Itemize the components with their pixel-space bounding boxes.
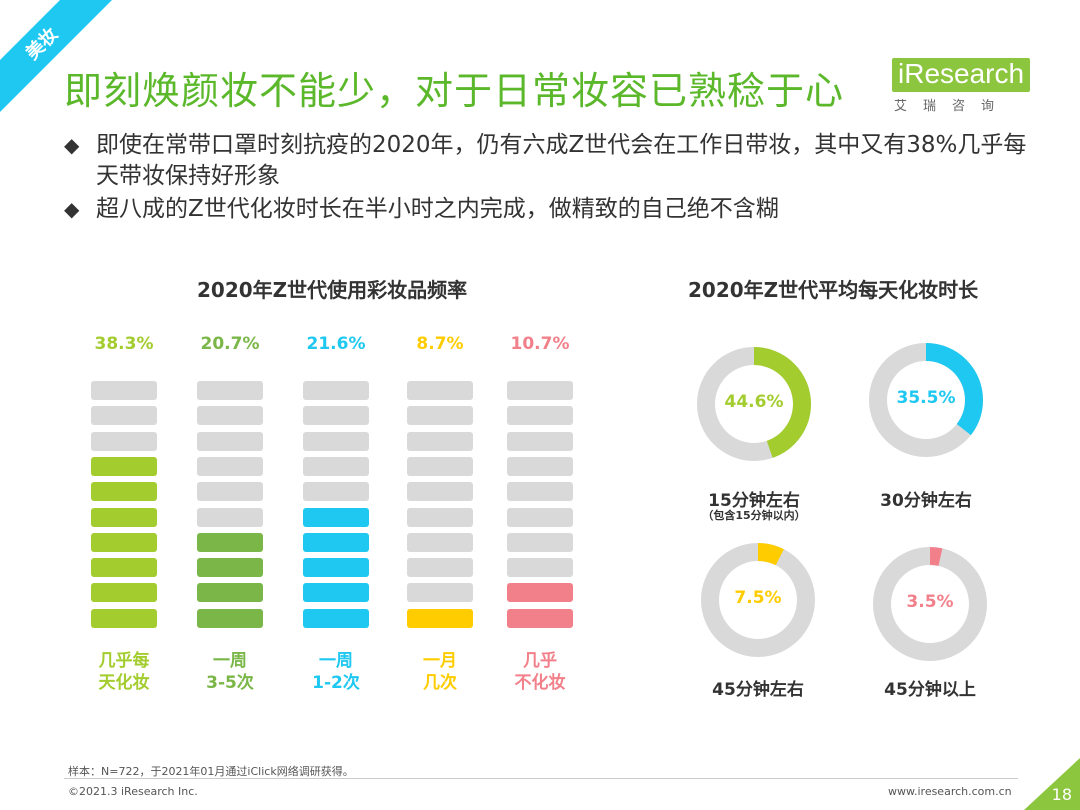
donut-chart [873, 547, 987, 661]
duration-chart-title: 2020年Z世代平均每天化妆时长 [688, 278, 979, 302]
bar-segment-filled [91, 532, 157, 552]
donut-chart [701, 543, 815, 657]
bar-segment-empty [197, 482, 263, 502]
donut-subnote: （包含15分钟以内） [702, 509, 806, 522]
bar-segment-empty [507, 406, 573, 426]
frequency-chart-title: 2020年Z世代使用彩妆品频率 [197, 278, 468, 302]
bar-segment-empty [91, 406, 157, 426]
bullet-item: ◆ 即使在常带口罩时刻抗疫的2020年，仍有六成Z世代会在工作日带妆，其中又有3… [64, 130, 1044, 192]
bar-segment-empty [197, 406, 263, 426]
bar-value-label: 38.3% [94, 334, 154, 354]
bar-segment-empty [507, 532, 573, 552]
donut-value-label: 7.5% [734, 588, 782, 608]
bullet-list: ◆ 即使在常带口罩时刻抗疫的2020年，仍有六成Z世代会在工作日带妆，其中又有3… [64, 130, 1044, 227]
bar-segment-empty [303, 431, 369, 451]
bar-segment-filled [91, 507, 157, 527]
bar-segment-filled [303, 558, 369, 578]
bar-segment-empty [407, 507, 473, 527]
donut-value-label: 44.6% [724, 392, 784, 412]
donut-value-label: 3.5% [906, 592, 954, 612]
iresearch-logo: iResearch 艾瑞咨询 [892, 58, 1032, 114]
bar-segment-empty [407, 406, 473, 426]
bar-category-label: 几乎 不化妆 [514, 651, 566, 693]
bar-value-label: 20.7% [200, 334, 260, 354]
donut-category-label: 45分钟以上 [884, 680, 976, 700]
donut-slice [869, 343, 983, 457]
bar-segment-empty [407, 532, 473, 552]
bar-segment-empty [407, 431, 473, 451]
diamond-icon: ◆ [64, 133, 80, 157]
bar-segment-filled [303, 507, 369, 527]
bar-category-label: 一周 3-5次 [206, 651, 254, 693]
bar-segment-filled [407, 608, 473, 628]
bar-segment-empty [507, 482, 573, 502]
bar-segment-empty [407, 456, 473, 476]
footer-copyright: ©2021.3 iResearch Inc. [68, 785, 198, 798]
logo-sub: 艾瑞咨询 [894, 99, 1011, 114]
page-number: 18 [1051, 785, 1072, 804]
donut-slice [701, 543, 815, 657]
diamond-icon: ◆ [64, 197, 80, 221]
bar-segment-filled [303, 532, 369, 552]
donut-slice [873, 547, 987, 661]
bar-segment-empty [407, 558, 473, 578]
bar-segment-empty [407, 583, 473, 603]
donut-slice [697, 347, 811, 461]
bar-segment-filled [91, 456, 157, 476]
bar-segment-filled [91, 608, 157, 628]
bar-segment-filled [197, 558, 263, 578]
bar-category-label: 一周 1-2次 [312, 651, 360, 693]
footer-url: www.iresearch.com.cn [888, 785, 1012, 798]
donut-category-label: 30分钟左右 [880, 491, 972, 511]
bar-segment-filled [507, 608, 573, 628]
bar-segment-empty [197, 456, 263, 476]
bar-segment-empty [507, 558, 573, 578]
bar-segment-empty [507, 381, 573, 400]
bar-segment-empty [407, 482, 473, 502]
bar-segment-empty [91, 431, 157, 451]
bar-segment-empty [303, 456, 369, 476]
donut-category-label: 15分钟左右 [708, 491, 800, 511]
bar-segment-filled [507, 583, 573, 603]
bar-segment-filled [197, 608, 263, 628]
donut-chart [697, 347, 811, 461]
bar-value-label: 10.7% [510, 334, 570, 354]
bar-segment-empty [507, 456, 573, 476]
bar-segment-filled [197, 532, 263, 552]
bar-category-label: 一月 几次 [423, 651, 457, 693]
bar-segment-filled [91, 482, 157, 502]
bar-segment-empty [197, 381, 263, 400]
bar-segment-empty [303, 381, 369, 400]
footer-divider [64, 778, 1018, 779]
bar-segment-empty [197, 431, 263, 451]
bar-value-label: 8.7% [416, 334, 464, 354]
bullet-text: 即使在常带口罩时刻抗疫的2020年，仍有六成Z世代会在工作日带妆，其中又有38%… [96, 132, 1027, 189]
bar-segment-filled [197, 583, 263, 603]
logo-word: iResearch [892, 58, 1031, 92]
footer-note: 样本：N=722，于2021年01月通过iClick网络调研获得。 [68, 765, 354, 778]
bar-segment-empty [197, 507, 263, 527]
donut-chart [869, 343, 983, 457]
bar-value-label: 21.6% [306, 334, 366, 354]
bar-segment-empty [507, 431, 573, 451]
bullet-text: 超八成的Z世代化妆时长在半小时之内完成，做精致的自己绝不含糊 [96, 196, 779, 222]
donut-value-label: 35.5% [896, 388, 956, 408]
bar-segment-filled [91, 583, 157, 603]
bar-segment-filled [91, 558, 157, 578]
bar-segment-filled [303, 583, 369, 603]
bar-category-label: 几乎每 天化妆 [98, 651, 150, 693]
donut-category-label: 45分钟左右 [712, 680, 804, 700]
corner-triangle [1024, 758, 1080, 810]
page-title: 即刻焕颜妆不能少，对于日常妆容已熟稔于心 [64, 69, 845, 113]
bar-segment-empty [91, 381, 157, 400]
bar-segment-filled [303, 608, 369, 628]
bar-segment-empty [303, 482, 369, 502]
bullet-item: ◆ 超八成的Z世代化妆时长在半小时之内完成，做精致的自己绝不含糊 [64, 194, 1044, 225]
bar-segment-empty [407, 381, 473, 400]
bar-segment-empty [303, 406, 369, 426]
bar-segment-empty [507, 507, 573, 527]
